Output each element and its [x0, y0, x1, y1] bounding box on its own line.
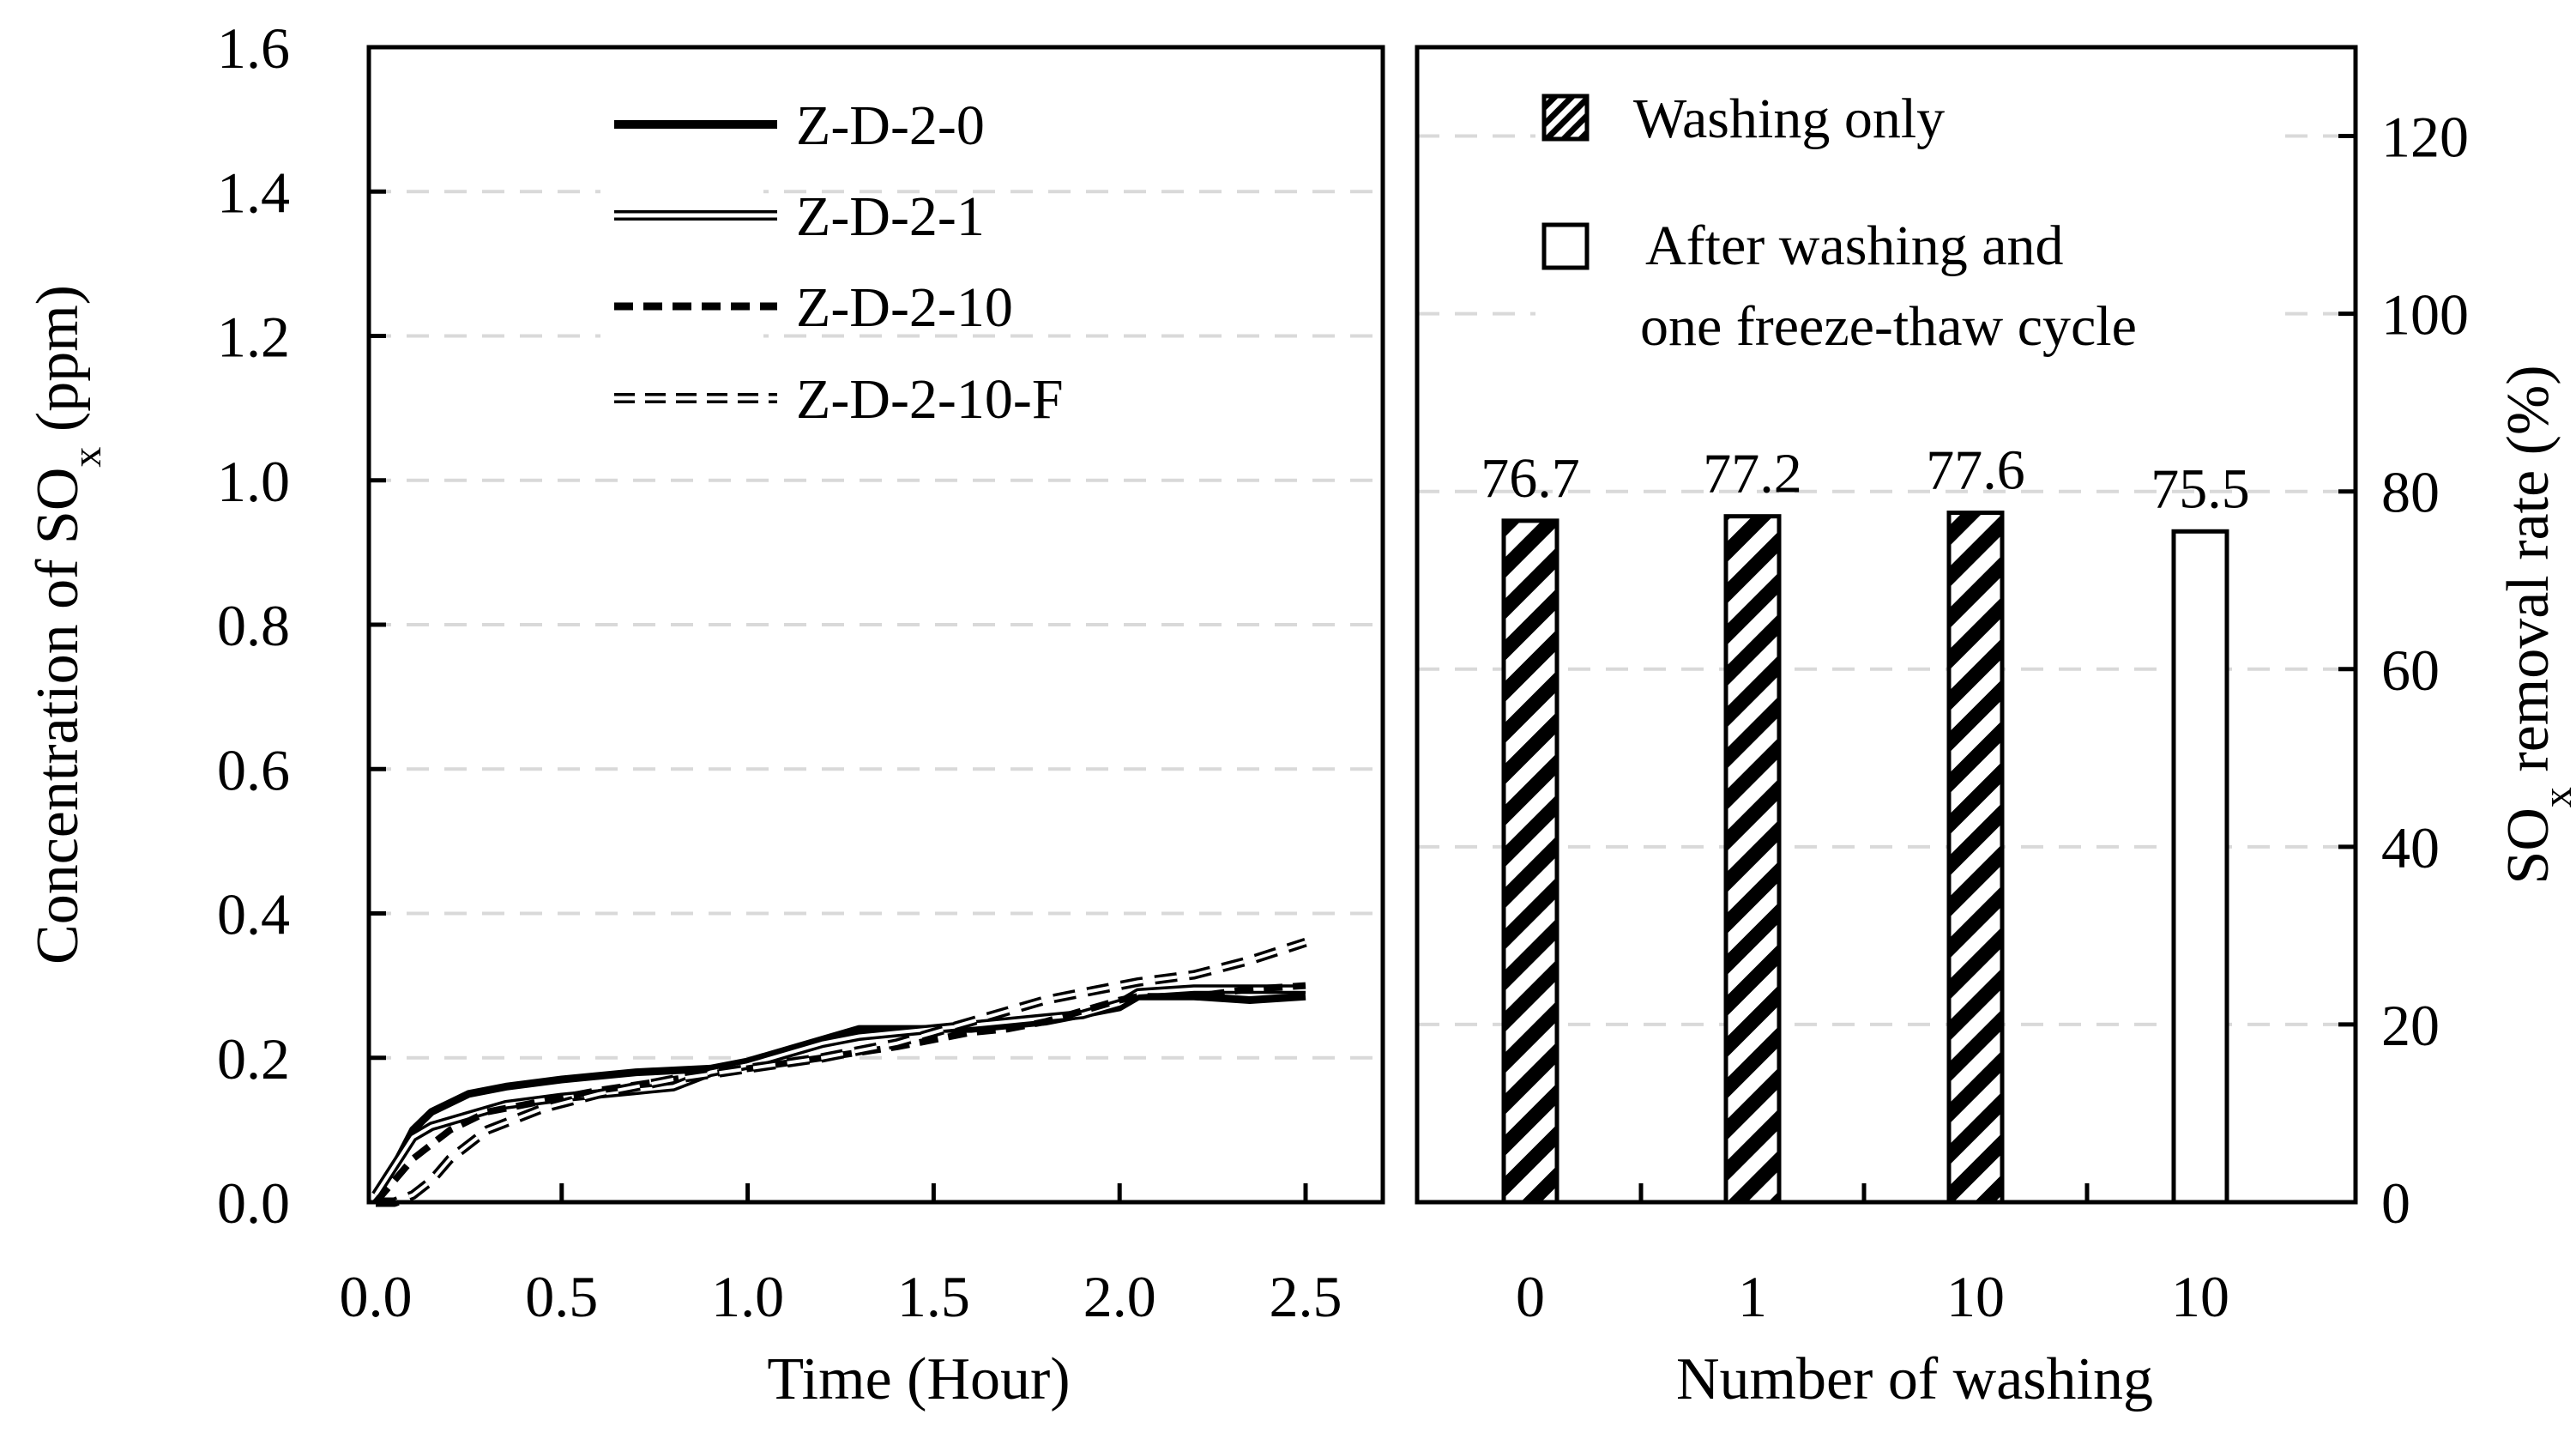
right-y-title-main: SO	[2495, 807, 2561, 884]
left-x-tick-label: 1.0	[711, 1264, 784, 1329]
left-gridlines	[369, 190, 1383, 1060]
left-legend-background	[600, 86, 763, 446]
legend-label: Z-D-2-1	[796, 185, 985, 248]
right-y-tick-label: 60	[2381, 638, 2440, 703]
legend-swatch-hatched	[1541, 94, 1590, 142]
left-y-title-main: Concentration of SO	[25, 468, 91, 964]
left-legend: Z-D-2-0 Z-D-2-1 Z-D-2-10 Z-D-2-10-F	[600, 86, 1064, 446]
left-y-tick-label: 1.4	[217, 160, 290, 225]
left-chart-panel: 0.0 0.2 0.4 0.6 0.8 1.0 1.2 1.4 1.6 0.0 0.5 1.0 1.5 2…	[25, 15, 1385, 1412]
left-y-tick-label: 1.0	[217, 449, 290, 514]
left-x-tick-label: 1.5	[897, 1264, 970, 1329]
series-line-z-d-2-10	[372, 982, 1306, 1205]
right-x-tick-label: 1	[1738, 1264, 1767, 1329]
right-y-axis-title: SOx removal rate (%)	[2495, 365, 2576, 884]
bar-1	[1723, 514, 1782, 1205]
left-y-tick-label: 0.8	[217, 593, 290, 658]
left-x-tick-label: 2.0	[1083, 1264, 1156, 1329]
series-line-z-d-2-10-f-inner	[376, 940, 1306, 1204]
right-x-tick-label: 0	[1516, 1264, 1545, 1329]
right-bars-group: 76.7 77.2 77.6 75.5	[1481, 439, 2250, 1205]
bar-value-label: 77.6	[1926, 439, 2025, 502]
right-y-tick-label: 80	[2381, 460, 2440, 525]
right-y-tick-label: 100	[2381, 282, 2469, 348]
legend-entry-z-d-2-0: Z-D-2-0	[614, 94, 985, 157]
legend-label-line1: After washing and	[1645, 215, 2064, 277]
left-x-tick-label: 0.0	[340, 1264, 413, 1329]
left-ticks: 0.0 0.2 0.4 0.6 0.8 1.0 1.2 1.4 1.6 0.0 0.5 1.0 1.5 2…	[217, 15, 1342, 1329]
right-ticks: 0 20 40 60 80 100 120 0 1 10 10	[1516, 105, 2469, 1329]
right-y-tick-label: 120	[2381, 105, 2469, 170]
bar-value-label: 77.2	[1703, 443, 1802, 505]
left-y-title-subscript: x	[64, 447, 110, 468]
left-x-axis-title: Time (Hour)	[767, 1346, 1070, 1412]
right-y-tick-label: 0	[2381, 1170, 2410, 1236]
series-line-z-d-2-1	[371, 984, 1306, 1198]
right-plot-frame	[1415, 45, 2358, 1205]
series-line-z-d-2-0	[372, 992, 1306, 1198]
series-line-z-d-2-10-f	[376, 937, 1307, 1207]
left-y-axis-title: Concentration of SOx (ppm)	[25, 285, 110, 964]
right-x-axis-title: Number of washing	[1676, 1346, 2153, 1412]
left-x-tick-label: 0.5	[525, 1264, 598, 1329]
right-y-tick-label: 20	[2381, 993, 2440, 1058]
legend-entry-after-freeze-thaw: After washing and one freeze-thaw cycle	[1541, 215, 2137, 358]
legend-swatch-open	[1541, 222, 1590, 270]
bar-2	[1946, 511, 2005, 1205]
right-x-tick-label: 10	[2171, 1264, 2229, 1329]
legend-label-line2: one freeze-thaw cycle	[1640, 295, 2137, 358]
right-y-title-subscript: x	[2535, 787, 2576, 807]
legend-entry-z-d-2-1: Z-D-2-1	[614, 185, 985, 248]
legend-label: Washing only	[1633, 88, 1945, 150]
legend-entry-z-d-2-10-f: Z-D-2-10-F	[614, 368, 1064, 431]
right-y-tick-label: 40	[2381, 815, 2440, 880]
legend-label: Z-D-2-0	[796, 94, 985, 157]
left-y-tick-label: 0.2	[217, 1026, 290, 1091]
left-y-tick-label: 0.0	[217, 1170, 290, 1236]
series-line-z-d-2-1-inner	[374, 987, 1306, 1196]
right-chart-panel: 76.7 77.2 77.6 75.5 0 20 40 60 80 100 120 0 1 10 10 W…	[1415, 45, 2576, 1412]
bar-value-label: 75.5	[2151, 457, 2250, 520]
left-x-tick-label: 2.5	[1270, 1264, 1342, 1329]
left-y-tick-label: 1.2	[217, 305, 290, 370]
legend-entry-washing-only: Washing only	[1541, 88, 1945, 150]
left-y-tick-label: 0.4	[217, 882, 290, 947]
legend-entry-z-d-2-10: Z-D-2-10	[614, 276, 1013, 339]
right-y-title-unit: removal rate (%)	[2495, 365, 2561, 787]
right-legend-background	[1535, 77, 2282, 369]
legend-label: Z-D-2-10	[796, 276, 1013, 339]
left-y-tick-label: 0.6	[217, 737, 290, 802]
left-series-group	[371, 937, 1307, 1207]
right-legend: Washing only After washing and one freez…	[1535, 77, 2282, 369]
legend-label: Z-D-2-10-F	[796, 368, 1064, 431]
bar-0	[1501, 518, 1559, 1205]
bar-3	[2171, 529, 2229, 1205]
left-y-tick-label: 1.6	[217, 15, 290, 81]
left-y-title-unit: (ppm)	[25, 285, 91, 447]
bar-value-label: 76.7	[1481, 447, 1580, 510]
right-x-tick-label: 10	[1946, 1264, 2005, 1329]
